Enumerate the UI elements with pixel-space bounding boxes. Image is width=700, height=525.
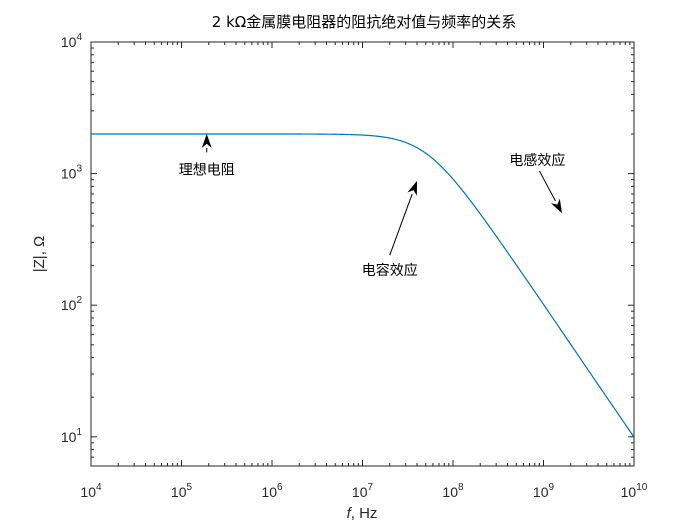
annotation-arrow: 理想电阻 <box>179 133 235 178</box>
chart-title: 2 kΩ金属膜电阻器的阻抗绝对值与频率的关系 <box>212 13 516 31</box>
y-tick-labels: 101 102 103 104 <box>61 32 83 445</box>
annotation-label: 电感效应 <box>509 152 565 169</box>
plot-area <box>90 41 635 467</box>
y-tick-label: 102 <box>61 295 83 313</box>
x-axis-label-var: f <box>347 505 353 522</box>
arrow-head <box>407 180 417 196</box>
axis-ticks <box>90 41 635 467</box>
y-tick-label: 103 <box>61 164 83 182</box>
x-axis-label: f, Hz <box>347 505 378 522</box>
y-tick-label: 101 <box>61 427 83 445</box>
x-tick-label: 109 <box>533 482 555 500</box>
y-tick-label: 104 <box>61 32 83 50</box>
arrow-head <box>550 198 562 214</box>
arrow-head <box>201 133 212 148</box>
x-tick-label: 108 <box>442 482 464 500</box>
annotation-label: 理想电阻 <box>179 162 235 178</box>
x-tick-label: 107 <box>352 482 374 500</box>
x-tick-label: 1010 <box>621 482 648 500</box>
arrow-shaft <box>538 170 556 202</box>
x-axis-label-unit: , Hz <box>351 505 378 522</box>
x-tick-label: 106 <box>261 482 283 500</box>
annotation-arrow: 电感效应 <box>509 152 565 214</box>
x-tick-labels: 104 105 106 107 108 109 1010 <box>80 482 647 500</box>
annotation-label: 电容效应 <box>362 262 418 279</box>
annotation-arrow: 电容效应 <box>362 180 418 279</box>
x-tick-label: 104 <box>80 482 102 500</box>
arrow-shaft <box>389 193 413 256</box>
y-axis-label: |Z|, Ω <box>31 236 48 273</box>
x-tick-label: 105 <box>171 482 193 500</box>
impedance-curve <box>91 133 635 438</box>
